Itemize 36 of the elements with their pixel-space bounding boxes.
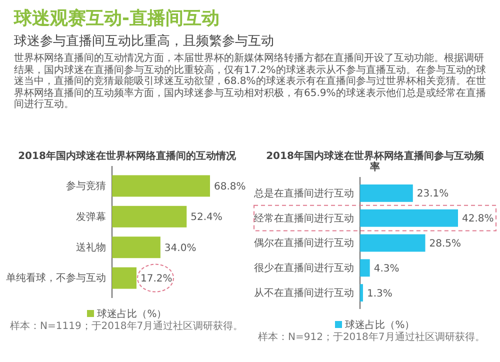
data-label: 52.4% <box>190 212 222 224</box>
y-tick-label: 发弹幕 <box>76 210 106 223</box>
bar <box>360 184 413 202</box>
y-tick-label: 参与竞猜 <box>66 180 106 192</box>
bar <box>112 267 136 289</box>
y-tick-label: 从不在直播间进行互动 <box>254 287 354 300</box>
text: 球迷观赛互动-直播间互动 <box>14 7 220 30</box>
bar <box>360 234 426 252</box>
text: 世界杯网络直播间的互动情况方面，本届世界杯的新媒体网络转播方都在直播间开设了互动功能。根据调研结果，国内球迷在直播间参与互动的比重较高，仅有17.2%的球迷表示从不参与直播互动。在参与互动的球迷当中，直播间的竞猜最能吸引球迷互动欲望，68.8%的球迷表示有在直播间参与过世界杯相关竞猜。在世界杯网络直播间的互动频率方面，国内球迷参与互动相对积极，有65.9%的球迷表示他们总是或经常在直播间进行互动。 <box>14 53 486 110</box>
y-tick-label: 偶尔在直播间进行互动 <box>254 237 354 250</box>
chart-title: 2018年国内球迷在世界杯网络直播间参与互动频率 <box>265 151 485 173</box>
data-label: 34.0% <box>164 242 196 254</box>
legend-label: 球迷占比（%） <box>345 320 415 331</box>
data-label: 17.2% <box>140 274 172 285</box>
y-tick-label: 经常在直播间进行互动 <box>254 212 354 224</box>
bar <box>360 284 363 302</box>
text: 样本：N=912；于2018年7月通过社区调研获得。 <box>257 332 486 343</box>
data-label: 28.5% <box>429 238 462 250</box>
text: 样本：N=1119；于2018年7月通过社区调研获得。 <box>9 321 244 332</box>
data-label: 1.3% <box>366 288 392 300</box>
bar <box>360 209 458 227</box>
chart-title: 2018年国内球迷在世界杯网络直播间的互动情况 <box>17 151 237 162</box>
text: 球迷参与直播间互动比重高，且频繁参与互动 <box>14 33 275 50</box>
data-label: 23.1% <box>416 188 449 200</box>
legend-label: 球迷占比（%） <box>97 309 167 320</box>
bar <box>360 259 370 277</box>
bar <box>112 206 187 228</box>
y-tick-label: 送礼物 <box>76 242 106 254</box>
data-label: 42.8% <box>462 214 494 225</box>
y-tick-label: 很少在直播间进行互动 <box>254 262 354 274</box>
data-label: 4.3% <box>374 263 400 274</box>
bar <box>112 175 210 197</box>
data-label: 68.8% <box>214 181 246 192</box>
y-tick-label: 总是在直播间进行互动 <box>253 187 354 200</box>
bar <box>112 236 160 258</box>
y-tick-label: 单纯看球，不参与互动 <box>6 272 106 284</box>
